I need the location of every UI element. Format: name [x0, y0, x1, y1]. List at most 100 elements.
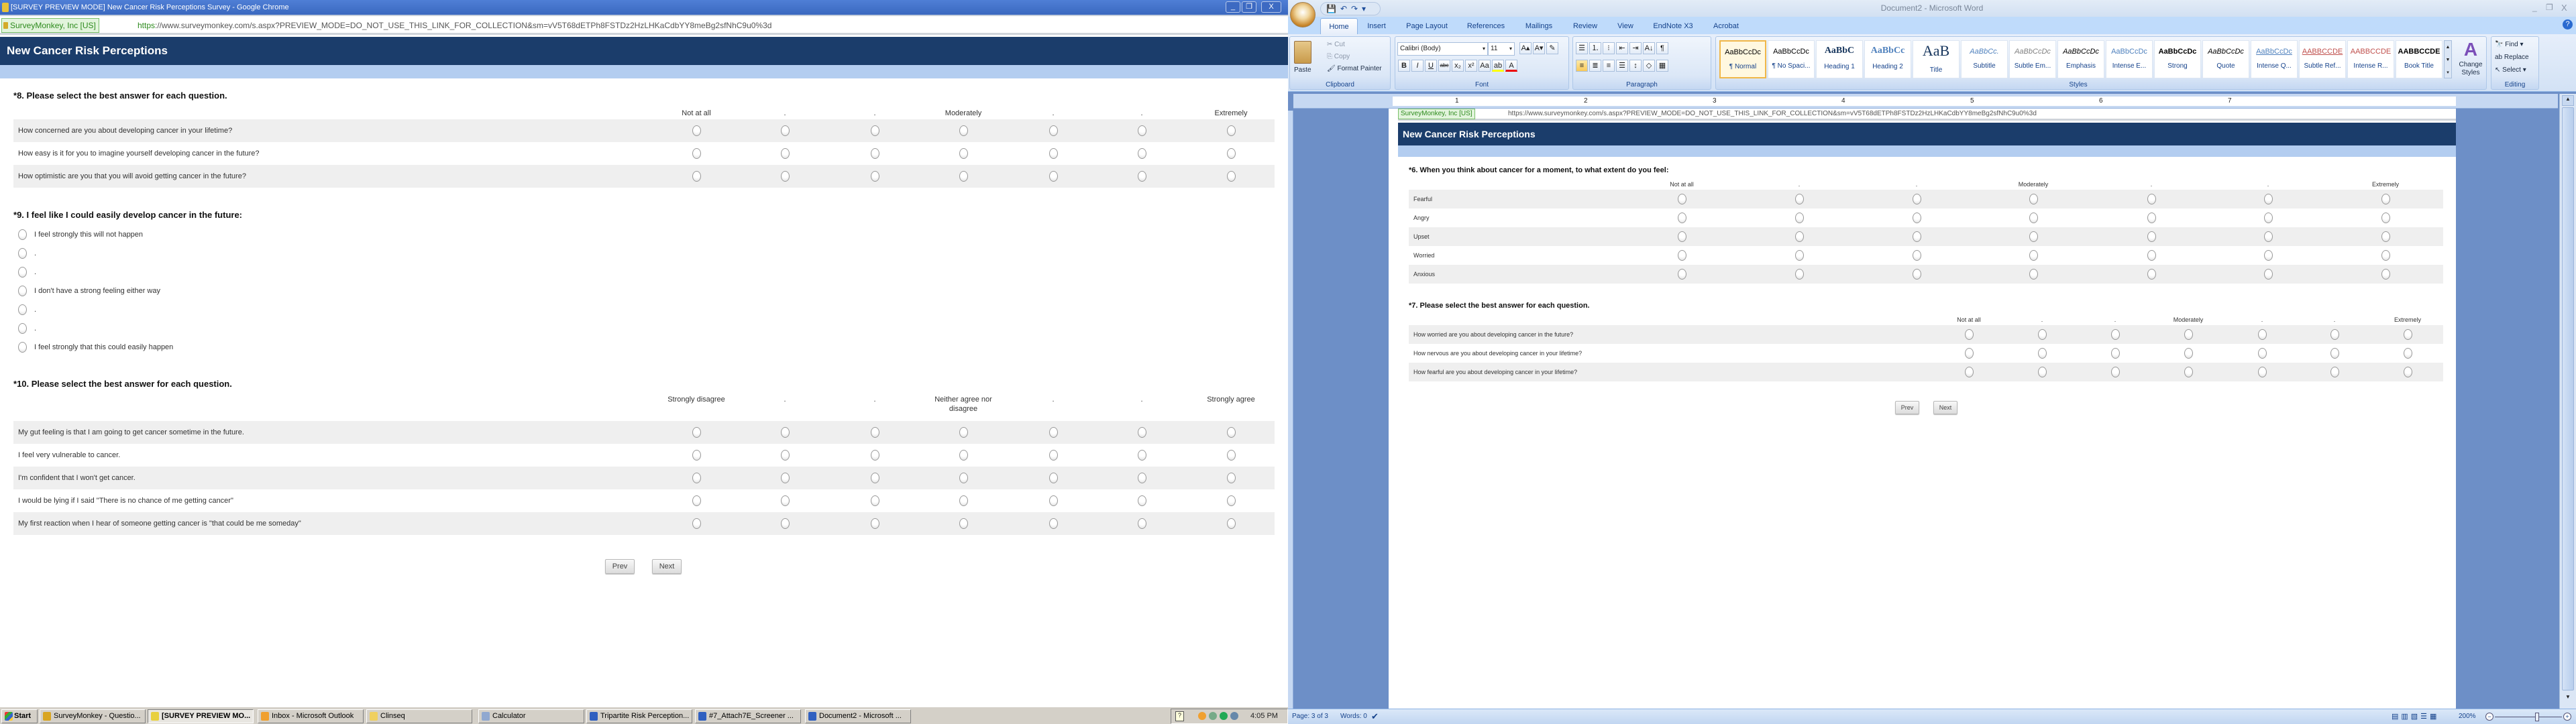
- style-intense-e[interactable]: AaBbCcDc Intense E...: [2106, 40, 2153, 78]
- radio-button[interactable]: [1049, 450, 1058, 461]
- radio-button[interactable]: [1138, 495, 1146, 506]
- style-intense-q[interactable]: AaBbCcDc Intense Q...: [2251, 40, 2298, 78]
- radio-button[interactable]: [2381, 194, 2390, 204]
- format-button[interactable]: A▾: [1533, 42, 1545, 54]
- volume-tray-icon[interactable]: [1230, 712, 1238, 720]
- radio-button[interactable]: [2111, 348, 2120, 359]
- scroll-down-button[interactable]: ▼: [2565, 694, 2571, 700]
- radio-button[interactable]: [1049, 171, 1058, 182]
- radio-button[interactable]: [959, 450, 968, 461]
- radio-button[interactable]: [2147, 213, 2156, 223]
- font-size-dropdown[interactable]: 11 ▾: [1488, 42, 1515, 56]
- radio-button[interactable]: [2330, 348, 2339, 359]
- taskbar-item[interactable]: Inbox - Microsoft Outlook: [258, 709, 364, 723]
- radio-button[interactable]: [18, 323, 27, 334]
- format-button[interactable]: ✎: [1546, 42, 1558, 54]
- radio-button[interactable]: [1678, 194, 1686, 204]
- next-button[interactable]: Next: [1933, 401, 1957, 414]
- minimize-button[interactable]: _: [1226, 1, 1240, 13]
- format-button[interactable]: ≡: [1576, 60, 1588, 72]
- address-bar[interactable]: SurveyMonkey, Inc [US] https://www.surve…: [0, 15, 1288, 35]
- horizontal-ruler[interactable]: 1 2 3 4 5 6 7: [1293, 94, 2558, 109]
- radio-button[interactable]: [959, 495, 968, 506]
- tab-mailings[interactable]: Mailings: [1525, 22, 1553, 30]
- format-button[interactable]: abc: [1438, 60, 1450, 72]
- help-icon[interactable]: ?: [1175, 711, 1184, 721]
- gallery-scroll-buttons[interactable]: ▲ ▼ ▾: [2444, 40, 2452, 78]
- format-button[interactable]: A↓: [1643, 42, 1655, 54]
- taskbar-item[interactable]: Calculator: [478, 709, 584, 723]
- radio-button[interactable]: [2038, 367, 2047, 377]
- style-heading-1[interactable]: AaBbC Heading 1: [1816, 40, 1863, 78]
- style-no-spaci[interactable]: AaBbCcDc ¶ No Spaci...: [1768, 40, 1815, 78]
- paste-button[interactable]: Paste: [1294, 66, 1311, 74]
- radio-button[interactable]: [2038, 348, 2047, 359]
- zoom-thumb[interactable]: [2534, 713, 2539, 721]
- next-button[interactable]: Next: [652, 559, 682, 574]
- format-button[interactable]: ↕: [1629, 60, 1642, 72]
- radio-button[interactable]: [2404, 367, 2412, 377]
- radio-button[interactable]: [2381, 269, 2390, 280]
- style-intense-r[interactable]: AABBCCDE Intense R...: [2347, 40, 2394, 78]
- radio-button[interactable]: [1678, 231, 1686, 242]
- word-minimize-button[interactable]: _: [2532, 3, 2537, 12]
- radio-button[interactable]: [692, 171, 701, 182]
- style-strong[interactable]: AaBbCcDc Strong: [2154, 40, 2201, 78]
- format-button[interactable]: Aa: [1479, 60, 1491, 72]
- taskbar-item[interactable]: Clinseq: [366, 709, 472, 723]
- radio-button[interactable]: [2404, 348, 2412, 359]
- format-button[interactable]: A▴: [1519, 42, 1532, 54]
- radio-button[interactable]: [2147, 194, 2156, 204]
- radio-button[interactable]: [871, 427, 879, 438]
- radio-button[interactable]: [2111, 367, 2120, 377]
- url-text[interactable]: https://www.surveymonkey.com/s.aspx?PREV…: [138, 18, 771, 33]
- word-close-button[interactable]: X: [2561, 3, 2567, 13]
- style-subtitle[interactable]: AaBbCc. Subtitle: [1961, 40, 2008, 78]
- proofing-icon[interactable]: ✔: [1371, 711, 1379, 721]
- format-painter-button[interactable]: 🖌 Format Painter: [1327, 65, 1382, 72]
- radio-button[interactable]: [18, 304, 27, 315]
- radio-button[interactable]: [1138, 450, 1146, 461]
- radio-button[interactable]: [2258, 348, 2267, 359]
- radio-button[interactable]: [1049, 495, 1058, 506]
- radio-button[interactable]: [1138, 148, 1146, 159]
- tab-references[interactable]: References: [1466, 22, 1505, 30]
- radio-button[interactable]: [2264, 269, 2273, 280]
- format-button[interactable]: ⁝: [1603, 42, 1615, 54]
- outlook-tray-icon[interactable]: [1198, 712, 1206, 720]
- radio-button[interactable]: [2111, 329, 2120, 340]
- radio-button[interactable]: [871, 125, 879, 136]
- radio-button[interactable]: [2381, 213, 2390, 223]
- radio-button[interactable]: [1138, 518, 1146, 529]
- radio-button[interactable]: [2264, 213, 2273, 223]
- radio-button[interactable]: [1795, 213, 1804, 223]
- tab-view[interactable]: View: [1617, 22, 1633, 30]
- radio-button[interactable]: [2147, 269, 2156, 280]
- radio-button[interactable]: [959, 125, 968, 136]
- taskbar-item[interactable]: Document2 - Microsoft ...: [805, 709, 911, 723]
- radio-button[interactable]: [1138, 125, 1146, 136]
- restore-button[interactable]: ❐: [1242, 1, 1256, 13]
- format-button[interactable]: U: [1425, 60, 1437, 72]
- ev-certificate-badge[interactable]: SurveyMonkey, Inc [US]: [1, 18, 99, 33]
- radio-button[interactable]: [1227, 148, 1236, 159]
- radio-button[interactable]: [1138, 473, 1146, 483]
- taskbar-item[interactable]: [SURVEY PREVIEW MO...: [148, 709, 254, 723]
- document-page[interactable]: SurveyMonkey, Inc [US] https://www.surve…: [1389, 109, 2456, 709]
- style-subtle-em[interactable]: AaBbCcDc Subtle Em...: [2009, 40, 2056, 78]
- style-title[interactable]: AaB Title: [1913, 40, 1960, 78]
- format-button[interactable]: ⇥: [1629, 42, 1642, 54]
- taskbar-item[interactable]: #7_Attach7E_Screener ...: [695, 709, 801, 723]
- select-button[interactable]: ↖ Select ▾: [2495, 66, 2526, 74]
- radio-button[interactable]: [1913, 194, 1921, 204]
- start-button[interactable]: Start: [1, 709, 38, 723]
- radio-button[interactable]: [1913, 213, 1921, 223]
- radio-button[interactable]: [1227, 495, 1236, 506]
- page-count[interactable]: Page: 3 of 3: [1292, 713, 1328, 720]
- radio-button[interactable]: [1913, 269, 1921, 280]
- radio-button[interactable]: [2258, 367, 2267, 377]
- radio-button[interactable]: [1678, 269, 1686, 280]
- prev-button[interactable]: Prev: [605, 559, 635, 574]
- radio-button[interactable]: [1678, 250, 1686, 261]
- radio-button[interactable]: [1049, 427, 1058, 438]
